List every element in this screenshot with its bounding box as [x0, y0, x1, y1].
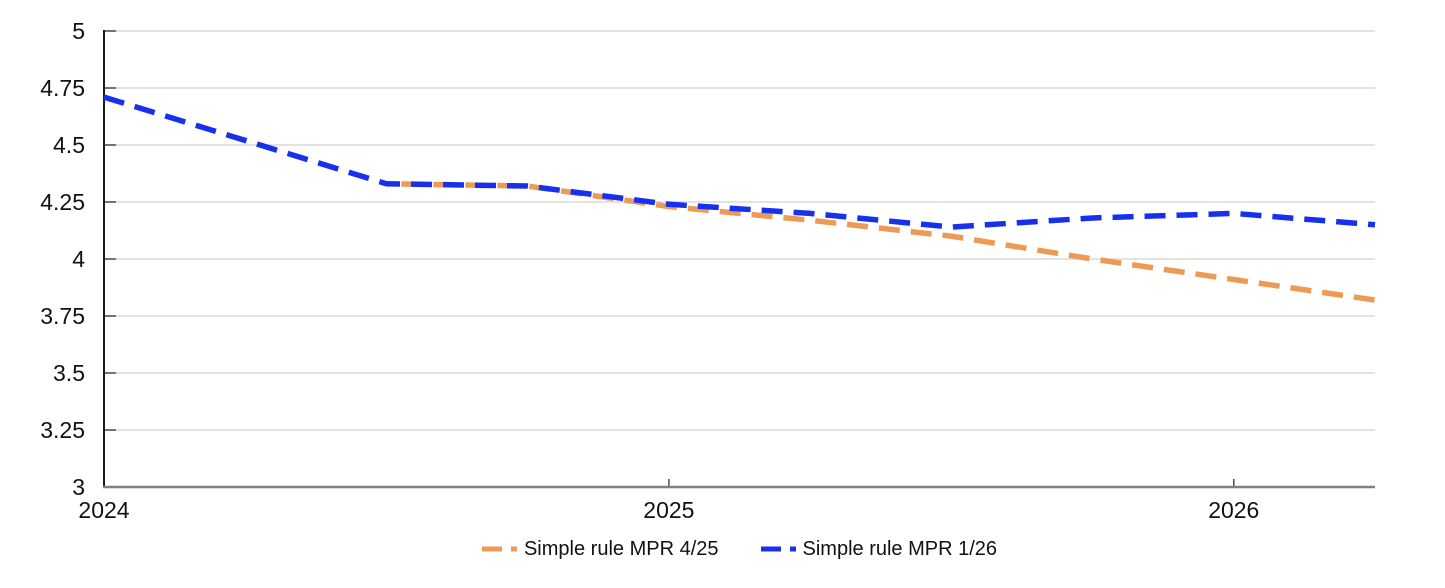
legend-label: Simple rule MPR 1/26	[802, 538, 998, 560]
y-axis-tick-label: 3.5	[53, 360, 85, 386]
y-axis-tick-label: 5	[72, 18, 85, 44]
legend-label: Simple rule MPR 4/25	[523, 538, 719, 560]
legend-item-simple-rule-mpr-1-26: Simple rule MPR 1/26	[760, 538, 998, 560]
series-line-mpr-4-25	[386, 181, 1376, 303]
y-axis-tick-label: 4	[72, 246, 85, 272]
series-line-mpr-1-26	[103, 94, 1376, 230]
legend-item-simple-rule-mpr-4-25: Simple rule MPR 4/25	[481, 538, 719, 560]
y-axis-tick-label: 3	[72, 474, 85, 500]
y-axis-tick-label: 3.25	[40, 417, 85, 443]
y-axis-tick-label: 3.75	[40, 303, 85, 329]
x-axis-tick-label: 2025	[643, 497, 694, 523]
legend: Simple rule MPR 4/25 Simple rule MPR 1/2…	[104, 539, 1375, 559]
x-axis-tick-label: 2024	[78, 497, 129, 523]
y-axis-tick-label: 4.5	[53, 132, 85, 158]
orange-dashed-line-marker	[481, 546, 522, 552]
x-axis-tick-label: 2026	[1208, 497, 1259, 523]
y-axis-tick-label: 4.25	[40, 189, 85, 215]
y-axis-tick-label: 4.75	[40, 75, 85, 101]
blue-dashed-line-marker	[760, 546, 801, 552]
